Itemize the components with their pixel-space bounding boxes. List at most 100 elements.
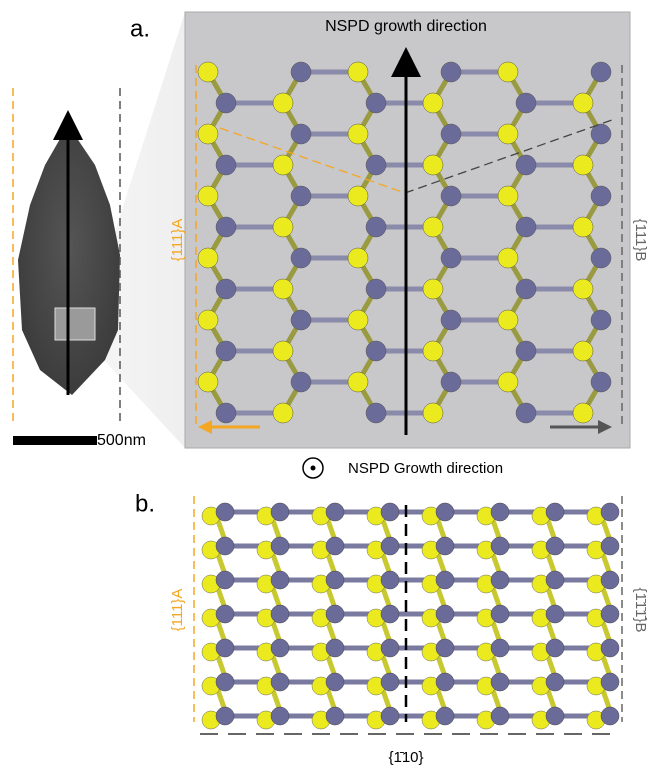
atom (270, 638, 290, 658)
atom (215, 536, 235, 556)
arrow-label: NSPD growth direction (325, 18, 487, 35)
atom (490, 570, 510, 590)
bottom-face-label: {1̄10} (388, 749, 423, 766)
atom (215, 278, 237, 300)
atom (545, 570, 565, 590)
atom (365, 278, 387, 300)
atom (197, 309, 219, 331)
atom (365, 402, 387, 424)
atom (325, 536, 345, 556)
atom (272, 92, 294, 114)
scale-bar (13, 436, 97, 445)
atom (325, 672, 345, 692)
angle-dash (219, 127, 406, 194)
atom (515, 340, 537, 362)
atom (600, 672, 620, 692)
atom (490, 604, 510, 624)
atom (290, 61, 312, 83)
atom (270, 604, 290, 624)
angle-dash (404, 119, 613, 194)
face-a-label: {111}A (169, 219, 186, 262)
atom (422, 340, 444, 362)
face-b-label: {111}B (632, 219, 649, 262)
atom (380, 604, 400, 624)
atom (435, 706, 455, 726)
lattice-b (201, 502, 620, 730)
atom (215, 604, 235, 624)
atom (590, 185, 612, 207)
atom (290, 371, 312, 393)
atom (440, 371, 462, 393)
atom (270, 570, 290, 590)
atom (572, 92, 594, 114)
out-of-plane-dot (310, 465, 316, 471)
atom (497, 247, 519, 269)
atom (422, 278, 444, 300)
atom (325, 638, 345, 658)
atom (572, 278, 594, 300)
atom (590, 371, 612, 393)
atom (545, 706, 565, 726)
atom (497, 61, 519, 83)
atom (515, 154, 537, 176)
atom (215, 570, 235, 590)
atom (197, 185, 219, 207)
face-a-arrowhead (198, 420, 212, 434)
atom (435, 570, 455, 590)
atom (290, 247, 312, 269)
atom (365, 340, 387, 362)
atom (290, 185, 312, 207)
atom (215, 706, 235, 726)
atom (545, 672, 565, 692)
atom (600, 536, 620, 556)
atom (572, 340, 594, 362)
atom (380, 638, 400, 658)
atom (215, 638, 235, 658)
atom (600, 706, 620, 726)
atom (435, 604, 455, 624)
atom (490, 536, 510, 556)
atom (440, 61, 462, 83)
atom (490, 502, 510, 522)
atom (590, 247, 612, 269)
atom (272, 340, 294, 362)
atom (490, 672, 510, 692)
atom (572, 402, 594, 424)
atom (270, 536, 290, 556)
atom (290, 309, 312, 331)
atom (197, 371, 219, 393)
atom (545, 502, 565, 522)
atom (290, 123, 312, 145)
atom (590, 61, 612, 83)
atom (215, 92, 237, 114)
atom (600, 638, 620, 658)
atom (545, 604, 565, 624)
atom (545, 536, 565, 556)
atom (197, 123, 219, 145)
atom (325, 502, 345, 522)
atom (325, 570, 345, 590)
atom (380, 502, 400, 522)
face-a-label: {111}A (169, 589, 186, 632)
face-b-arrowhead (598, 420, 612, 434)
atom (440, 247, 462, 269)
atom (572, 154, 594, 176)
atom (435, 672, 455, 692)
atom (380, 706, 400, 726)
atom (380, 672, 400, 692)
atom (440, 309, 462, 331)
atom (490, 638, 510, 658)
atom (215, 672, 235, 692)
atom (600, 570, 620, 590)
atom (497, 123, 519, 145)
atom (590, 123, 612, 145)
atom (325, 706, 345, 726)
atom (497, 309, 519, 331)
atom (270, 502, 290, 522)
face-b-label: {1̄1̄1̄}B (632, 587, 649, 632)
atom (440, 123, 462, 145)
atom (325, 604, 345, 624)
atom (600, 502, 620, 522)
atom (215, 216, 237, 238)
atom (515, 402, 537, 424)
